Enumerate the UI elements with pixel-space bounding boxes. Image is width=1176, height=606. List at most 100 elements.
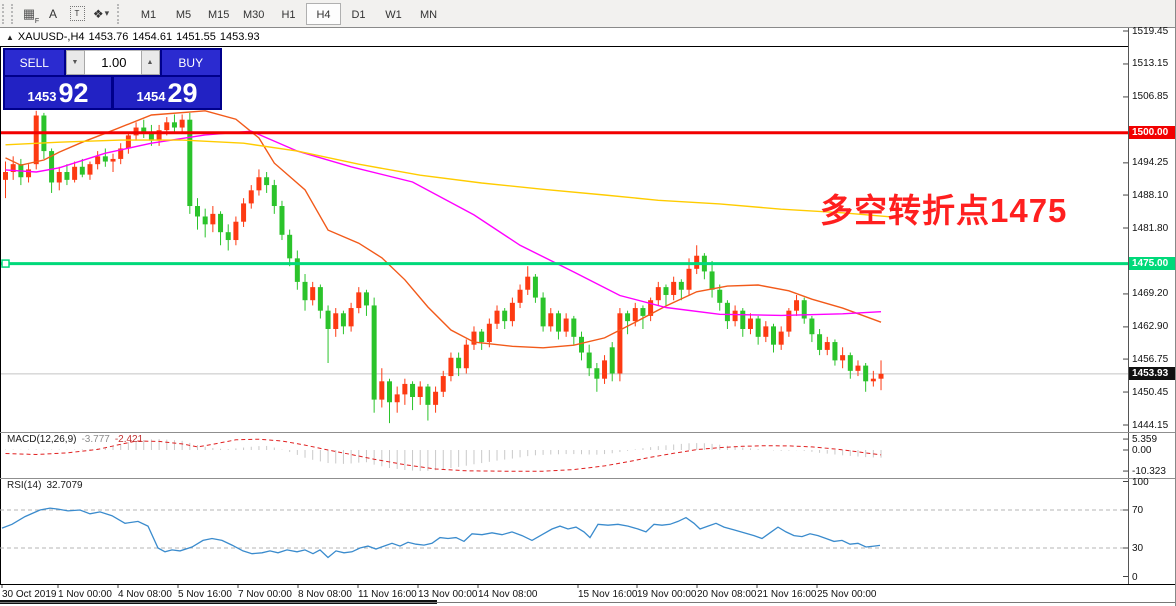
timeframe-button-h4[interactable]: H4 <box>306 2 341 25</box>
macd-axis-label: 5.359 <box>1132 434 1158 446</box>
candle-body <box>678 281 684 290</box>
macd-main-value: -3.777 <box>81 434 110 445</box>
timeframe-button-m1[interactable]: M1 <box>131 3 166 25</box>
candle-body <box>356 292 362 309</box>
candle-body <box>225 232 231 241</box>
timeframe-button-d1[interactable]: D1 <box>341 3 376 25</box>
volume-input[interactable] <box>84 50 141 75</box>
candle-body <box>248 190 254 204</box>
time-axis-label: 14 Nov 08:00 <box>478 589 538 600</box>
price-chart-canvas[interactable] <box>0 28 1176 606</box>
candle-body <box>148 132 154 141</box>
buy-button[interactable]: BUY <box>161 50 220 75</box>
one-click-trading-panel: SELL ▼ ▲ BUY 1453 92 1454 29 <box>3 48 222 110</box>
candle-body <box>294 258 300 282</box>
time-axis-label: 13 Nov 00:00 <box>418 589 478 600</box>
candle-body <box>840 355 846 361</box>
time-axis-label: 1 Nov 00:00 <box>58 589 112 600</box>
time-axis-label: 7 Nov 00:00 <box>238 589 292 600</box>
rsi-axis-label: 100 <box>1132 476 1149 488</box>
candle-body <box>586 352 592 369</box>
candle-body <box>786 310 792 332</box>
timeframe-button-h1[interactable]: H1 <box>271 3 306 25</box>
bid-main-digits: 1453 <box>27 89 57 104</box>
candle-body <box>433 391 439 405</box>
chart-area[interactable]: 1500.00 1475.00 1453.93 1519.45 1513.15 1506.… <box>0 26 1176 606</box>
candle-body <box>64 172 70 180</box>
candle-body <box>771 326 776 345</box>
candle-body <box>763 326 769 337</box>
candle-body <box>195 206 200 217</box>
macd-axis-label: -10.323 <box>1132 466 1166 478</box>
candle-body <box>56 172 62 183</box>
candle-body <box>302 281 308 301</box>
candle-body <box>171 122 177 128</box>
volume-stepper: ▼ ▲ <box>65 50 160 75</box>
ask-price-display[interactable]: 1454 29 <box>114 77 220 108</box>
timeframe-button-m15[interactable]: M15 <box>201 3 236 25</box>
candle-body <box>517 289 523 303</box>
candle-body <box>602 360 608 379</box>
macd-signal-line <box>5 438 882 472</box>
hline-handle[interactable] <box>1 259 10 268</box>
letter-a-icon: A <box>48 6 57 21</box>
candle-body <box>310 287 316 301</box>
candle-body <box>502 310 508 322</box>
price-axis-label: 1494.25 <box>1132 157 1169 169</box>
volume-decrease-button[interactable]: ▼ <box>65 50 85 75</box>
rsi-indicator-label: RSI(14) 32.7079 <box>7 480 83 491</box>
price-axis-label: 1450.45 <box>1132 386 1169 398</box>
price-badge-1475.00: 1475.00 <box>1129 257 1175 271</box>
time-axis-label: 19 Nov 00:00 <box>637 589 697 600</box>
symbols-grid-button[interactable]: ▦ F <box>17 3 41 25</box>
candle-body <box>548 313 554 327</box>
close-value: 1453.93 <box>219 31 260 43</box>
candle-body <box>410 383 416 398</box>
time-axis-label: 4 Nov 08:00 <box>118 589 172 600</box>
text-label-button[interactable]: A <box>41 3 65 25</box>
candle-body <box>655 287 661 301</box>
candle-body <box>256 177 262 191</box>
ask-big-digits: 29 <box>167 78 198 108</box>
candle-body <box>287 234 293 259</box>
volume-increase-button[interactable]: ▲ <box>140 50 160 75</box>
candle-body <box>49 151 55 183</box>
time-axis-label: 20 Nov 08:00 <box>697 589 757 600</box>
collapse-triangle-icon: ▲ <box>6 33 14 42</box>
candle-body <box>579 336 584 353</box>
candle-body <box>479 331 485 343</box>
high-value: 1454.61 <box>132 31 173 43</box>
candle-body <box>279 206 285 235</box>
toolbar-drag-handle[interactable] <box>2 3 13 24</box>
price-axis-label: 1488.10 <box>1132 189 1169 201</box>
chart-ohlc-info: ▲ XAUUSD-,H4 1453.76 1454.61 1451.55 1453.93 <box>6 31 264 43</box>
rsi-axis-label: 70 <box>1132 505 1144 516</box>
candle-body <box>187 119 193 207</box>
candle-body <box>179 119 185 128</box>
timeframe-button-w1[interactable]: W1 <box>376 3 411 25</box>
text-box-button[interactable]: T <box>65 3 89 25</box>
price-axis-label: 1456.75 <box>1132 353 1169 365</box>
chevron-down-icon: ▾ <box>104 8 110 18</box>
candle-body <box>525 276 531 290</box>
toolbar-separator <box>117 3 127 24</box>
letter-t-icon: T <box>69 6 85 21</box>
price-axis-label: 1513.15 <box>1132 58 1169 70</box>
sell-button[interactable]: SELL <box>5 50 64 75</box>
time-axis-label: 5 Nov 16:00 <box>178 589 232 600</box>
timeframe-button-m30[interactable]: M30 <box>236 3 271 25</box>
candle-body <box>540 297 546 327</box>
candle-body <box>417 386 423 398</box>
candle-body <box>394 394 400 403</box>
candle-body <box>724 302 730 322</box>
timeframe-button-m5[interactable]: M5 <box>166 3 201 25</box>
candle-body <box>801 300 807 319</box>
shapes-tool-button[interactable]: ❖ ▾ <box>89 3 113 25</box>
bid-price-display[interactable]: 1453 92 <box>5 77 111 108</box>
candle-body <box>732 310 738 322</box>
candle-body <box>156 130 162 141</box>
candle-body <box>72 166 78 180</box>
candle-body <box>486 323 492 343</box>
timeframe-button-mn[interactable]: MN <box>411 3 446 25</box>
